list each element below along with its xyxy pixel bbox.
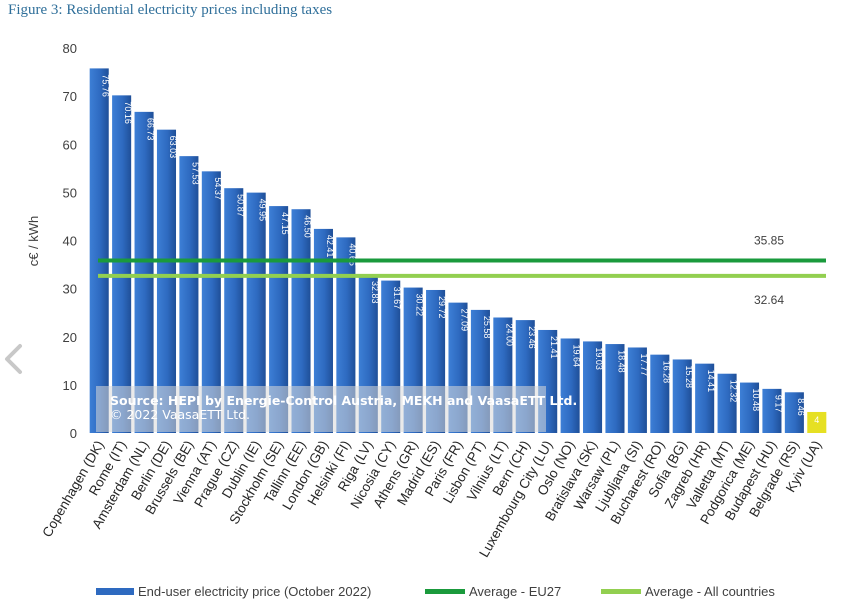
eu27-average-label: 35.85 [754, 233, 784, 247]
bar-value-label: 75.76 [101, 74, 111, 97]
bar [156, 129, 177, 433]
bar [672, 359, 692, 433]
bar-value-label: 47.15 [280, 212, 290, 235]
bar [807, 411, 827, 433]
legend-item-eu27: Average - EU27 [425, 582, 561, 600]
bar-value-label: 19.64 [572, 344, 582, 367]
bar-value-label: 21.41 [549, 336, 559, 359]
bar-value-label: 10.48 [751, 389, 761, 412]
bar [695, 363, 715, 433]
legend-label-eu27: Average - EU27 [469, 583, 562, 599]
all-countries-average-label: 32.64 [754, 293, 784, 307]
bar-value-label: 40.65 [347, 243, 357, 266]
source-box: Source: HEPI by Energie-Control Austria,… [96, 386, 577, 432]
legend-item-all: Average - All countries [601, 582, 775, 600]
bar-value-label: 50.87 [235, 194, 245, 217]
legend-item-price: End-user electricity price (October 2022… [96, 582, 371, 600]
bar-value-label: 16.28 [661, 361, 671, 384]
figure-title: Figure 3: Residential electricity prices… [8, 2, 333, 18]
bar [762, 388, 782, 433]
bar-value-label: 8.46 [796, 398, 806, 416]
bar-value-label: 17.77 [639, 353, 649, 376]
bar [717, 373, 737, 433]
y-tick-label: 20 [63, 330, 77, 345]
bar-value-label: 31.67 [392, 287, 402, 310]
bar-value-label: 54.37 [213, 177, 223, 200]
bar-value-label: 9.17 [773, 395, 783, 413]
bar-value-label: 18.48 [616, 350, 626, 373]
prev-slide-button[interactable] [2, 343, 26, 375]
legend-swatch-eu27 [425, 588, 465, 594]
bar-value-label: 23.46 [527, 326, 537, 349]
bar-value-label: 66.73 [146, 118, 156, 141]
bar [650, 354, 670, 433]
bar-value-label: 29.72 [437, 296, 447, 319]
bar [246, 192, 266, 433]
y-tick-label: 80 [63, 41, 77, 56]
bar [201, 171, 221, 434]
bar [313, 228, 333, 433]
legend-label-all: Average - All countries [645, 583, 775, 599]
bar-value-label: 25.58 [482, 316, 492, 339]
bar [605, 344, 625, 433]
y-tick-label: 0 [70, 426, 77, 441]
bar-value-label: 42.41 [325, 235, 335, 258]
bar-value-label: 4 [814, 415, 819, 425]
bar-value-label: 27.09 [460, 309, 470, 332]
y-tick-label: 30 [63, 282, 77, 297]
bar-value-label: 12.32 [729, 380, 739, 403]
bar [583, 341, 603, 433]
source-text: Source: HEPI by Energie-Control Austria,… [110, 393, 577, 408]
bar-value-label: 19.03 [594, 347, 604, 370]
bar-value-label: 14.41 [706, 370, 716, 393]
bar [336, 237, 356, 433]
legend-swatch-all [601, 588, 641, 594]
bar-value-label: 15.28 [684, 365, 694, 388]
bar [739, 382, 760, 433]
bar [112, 95, 132, 433]
legend-label-price: End-user electricity price (October 2022… [138, 583, 372, 599]
bar-value-label: 32.83 [370, 281, 380, 304]
y-tick-label: 60 [63, 137, 77, 152]
copyright-text: © 2022 VaasaETT Ltd. [110, 407, 250, 422]
bar [134, 111, 154, 433]
legend-swatch-price [96, 587, 134, 595]
y-tick-label: 50 [63, 185, 77, 200]
bar-value-label: 57.53 [190, 162, 200, 185]
y-tick-label: 70 [63, 89, 77, 104]
bar [784, 392, 804, 433]
bar [627, 347, 647, 433]
y-axis-label: c€ / kWh [26, 216, 41, 267]
bar-value-label: 49.95 [258, 199, 268, 222]
bar [179, 156, 199, 433]
bar [291, 209, 311, 433]
bar [89, 68, 109, 433]
bar [269, 206, 289, 433]
y-tick-label: 10 [63, 378, 77, 393]
bar-value-label: 30.22 [415, 294, 425, 317]
bar-value-label: 63.03 [168, 136, 178, 159]
bar-value-label: 46.50 [303, 215, 313, 238]
y-tick-label: 40 [63, 234, 77, 249]
chevron-left-icon [5, 344, 22, 374]
bar [560, 338, 580, 433]
bar-value-label: 70.16 [123, 101, 133, 124]
bar-value-label: 24.00 [504, 324, 514, 347]
bar [224, 188, 244, 433]
